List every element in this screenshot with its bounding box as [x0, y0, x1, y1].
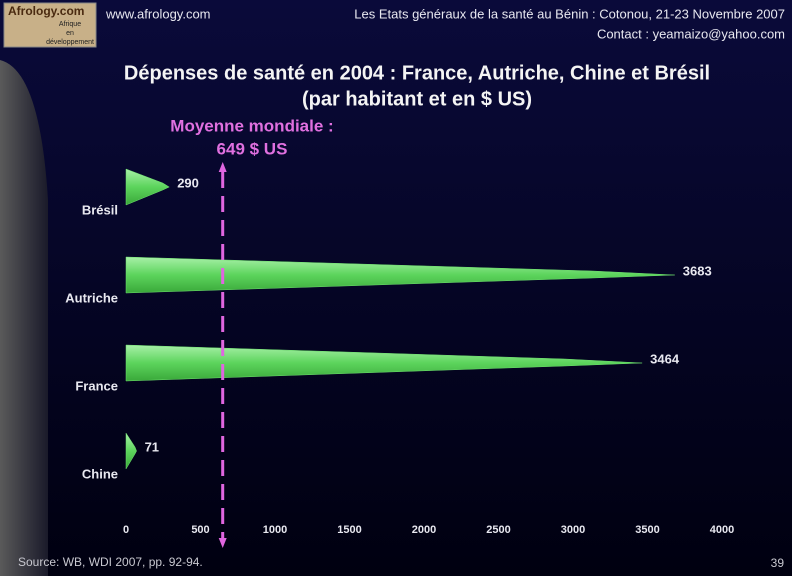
- value-label: 71: [145, 439, 159, 454]
- y-tick-label: Brésil: [82, 202, 118, 217]
- event: Les Etats généraux de la santé au Bénin …: [354, 6, 785, 21]
- x-tick-label: 2000: [412, 524, 436, 536]
- side-decoration: [0, 60, 48, 576]
- value-label: 3683: [683, 263, 712, 278]
- value-label: 290: [177, 175, 199, 190]
- x-tick-label: 0: [123, 524, 129, 536]
- y-tick-label: Autriche: [65, 290, 118, 305]
- page-number: 39: [771, 556, 785, 570]
- x-tick-label: 1500: [337, 524, 361, 536]
- annotation: Moyenne mondiale :: [170, 116, 333, 135]
- reference-arrow: [218, 162, 227, 172]
- x-tick-label: 3000: [561, 524, 585, 536]
- x-tick-label: 1000: [263, 524, 287, 536]
- logo-text: Afrology.com: [8, 4, 84, 18]
- bar: [125, 344, 643, 382]
- site: www.afrology.com: [105, 6, 211, 21]
- x-tick-label: 3500: [635, 524, 659, 536]
- bar: [125, 256, 675, 294]
- x-tick-label: 500: [191, 524, 209, 536]
- annotation: 649 $ US: [217, 139, 288, 158]
- bar: [125, 168, 170, 206]
- logo: [3, 2, 97, 48]
- contact: Contact : yeamaizo@yahoo.com: [597, 26, 785, 41]
- x-tick-label: 2500: [486, 524, 510, 536]
- y-tick-label: France: [75, 378, 118, 393]
- chart-title: Dépenses de santé en 2004 : France, Autr…: [124, 62, 710, 84]
- x-tick-label: 4000: [710, 524, 734, 536]
- y-tick-label: Chine: [82, 466, 118, 481]
- logo-text: en: [66, 30, 74, 37]
- chart-title: (par habitant et en $ US): [302, 88, 532, 110]
- reference-arrow: [218, 538, 227, 548]
- value-label: 3464: [650, 351, 680, 366]
- bar: [125, 432, 137, 470]
- logo-text: Afrique: [59, 21, 81, 28]
- source: Source: WB, WDI 2007, pp. 92-94.: [18, 555, 203, 569]
- logo-text: développement: [46, 39, 94, 46]
